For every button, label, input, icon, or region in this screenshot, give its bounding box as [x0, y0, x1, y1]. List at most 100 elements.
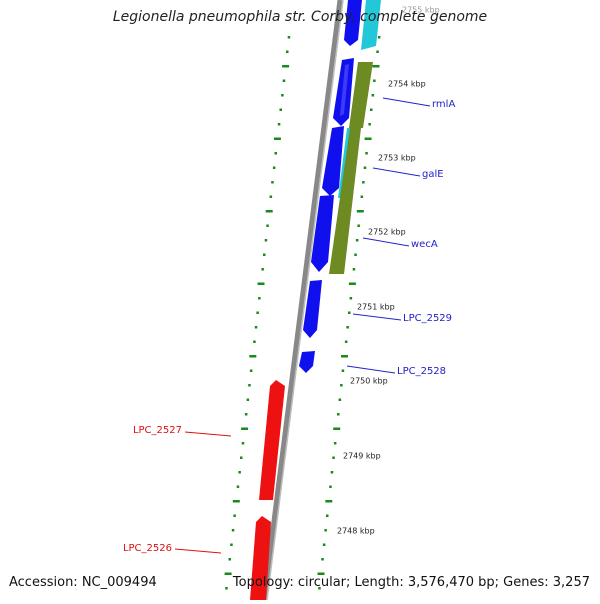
gc-dot-right: [371, 94, 375, 97]
scale-tick-label: 2754 kbp: [388, 80, 426, 89]
gc-dot-left: [231, 529, 235, 532]
gc-dot-right: [352, 268, 356, 271]
gc-dot-left: [273, 137, 281, 140]
feature-cyan-top[interactable]: [361, 0, 381, 50]
gc-dot-left: [230, 543, 233, 546]
gc-dot-left: [249, 369, 253, 372]
gc-dot-left: [240, 456, 243, 459]
genome-summary: Topology: circular; Length: 3,576,470 bp…: [232, 575, 590, 590]
gene-labels: rmlA galE wecA LPC_2529 LPC_2528 LPC_2527 LPC_…: [123, 97, 455, 554]
gc-dot-right: [354, 253, 357, 256]
gc-dot-right: [355, 239, 359, 242]
gc-dot-right: [333, 442, 337, 445]
gc-dot-right: [333, 427, 341, 430]
gene-leader-line: [372, 167, 421, 177]
backbone-inner: [266, 0, 344, 601]
gc-dot-left: [272, 166, 276, 169]
gene-label-weca[interactable]: wecA: [411, 239, 438, 250]
cds-weca[interactable]: [311, 195, 334, 272]
gc-dot-left: [263, 253, 266, 256]
gc-dot-right: [337, 413, 340, 416]
gene-label-gale[interactable]: galE: [422, 169, 444, 180]
cds-lpc-2527[interactable]: [259, 380, 285, 500]
gc-dot-left: [228, 558, 231, 561]
gene-leader-line: [346, 365, 396, 374]
cds-top-blue[interactable]: [344, 0, 362, 46]
feature-olive-weca[interactable]: [329, 128, 361, 274]
scale-ticks: 2755 kbp 2754 kbp 2753 kbp 2752 kbp 2751 kbp…: [337, 6, 440, 536]
gene-label-lpc-2527[interactable]: LPC_2527: [133, 425, 182, 436]
accession-label: Accession: NC_009494: [9, 575, 157, 590]
gc-dot-left: [261, 268, 264, 271]
gene-label-rmla[interactable]: rmlA: [432, 99, 455, 110]
gene-leader-line: [352, 313, 402, 321]
forward-cds-track: [299, 0, 362, 373]
gc-dot-left: [224, 572, 232, 575]
gc-dot-right: [376, 50, 379, 53]
gc-dot-right: [332, 456, 335, 459]
gc-dot-left: [249, 355, 257, 358]
feature-olive-rmla[interactable]: [349, 62, 373, 128]
gc-dot-right: [321, 558, 324, 561]
gc-dot-left: [265, 210, 273, 213]
gc-dot-left: [279, 108, 282, 111]
gc-dot-left: [238, 471, 241, 474]
gc-dot-left: [266, 224, 269, 227]
gc-dot-left: [248, 384, 251, 387]
scale-tick-label: 2753 kbp: [378, 154, 416, 163]
scale-tick-label: 2755 kbp: [402, 6, 440, 15]
gc-dot-right: [317, 572, 325, 575]
gc-dot-right: [373, 79, 376, 82]
gc-dot-right: [324, 529, 327, 532]
gc-dot-right: [340, 384, 343, 387]
gc-dot-left: [258, 297, 261, 300]
gene-label-lpc-2529[interactable]: LPC_2529: [403, 313, 452, 324]
gc-dot-left: [257, 282, 265, 285]
gc-dot-left: [281, 94, 284, 97]
gc-dot-right: [325, 500, 333, 503]
gc-track-left: [224, 36, 291, 590]
gc-dot-left: [287, 36, 291, 39]
gc-dot-left: [233, 514, 236, 517]
gc-dot-right: [341, 369, 345, 372]
scale-tick-label: 2752 kbp: [368, 228, 406, 237]
gc-dot-right: [326, 514, 329, 517]
gc-dot-left: [264, 239, 268, 242]
scale-tick-label: 2749 kbp: [343, 452, 381, 461]
gc-dot-left: [282, 65, 290, 68]
gc-dot-right: [349, 297, 353, 300]
gc-dot-left: [269, 195, 273, 198]
gc-dot-left: [277, 123, 281, 126]
cds-lpc-2529[interactable]: [303, 280, 322, 338]
gc-dot-right: [365, 152, 368, 155]
backbone-outer: [261, 0, 343, 601]
reverse-cds-track: [250, 380, 285, 600]
gc-dot-left: [236, 485, 240, 488]
page-title: Legionella pneumophila str. Corby, compl…: [112, 9, 488, 25]
gc-dot-right: [348, 311, 351, 314]
cds-lpc-2526[interactable]: [250, 516, 271, 600]
gc-dot-right: [372, 65, 380, 68]
gc-dot-left: [274, 152, 277, 155]
gene-leader-line: [362, 237, 410, 247]
gene-label-lpc-2528[interactable]: LPC_2528: [397, 366, 446, 377]
gc-dot-right: [368, 123, 371, 126]
gc-dot-left: [244, 413, 248, 416]
scale-tick-label: 2748 kbp: [337, 527, 375, 536]
gc-dot-right: [346, 326, 349, 329]
gc-dot-right: [377, 36, 381, 39]
gc-dot-left: [232, 500, 240, 503]
cds-lpc-2528[interactable]: [299, 351, 315, 373]
gene-leader-line: [174, 548, 222, 554]
gc-dot-right: [360, 195, 364, 198]
gc-dot-right: [357, 224, 360, 227]
gc-dot-right: [329, 485, 332, 488]
gc-dot-left: [256, 311, 259, 314]
gene-label-lpc-2526[interactable]: LPC_2526: [123, 543, 172, 554]
gc-track-right: [317, 36, 381, 590]
gc-dot-right: [341, 355, 348, 358]
gc-dot-left: [253, 340, 256, 343]
cds-gale[interactable]: [322, 126, 344, 196]
gc-dot-left: [225, 587, 228, 590]
